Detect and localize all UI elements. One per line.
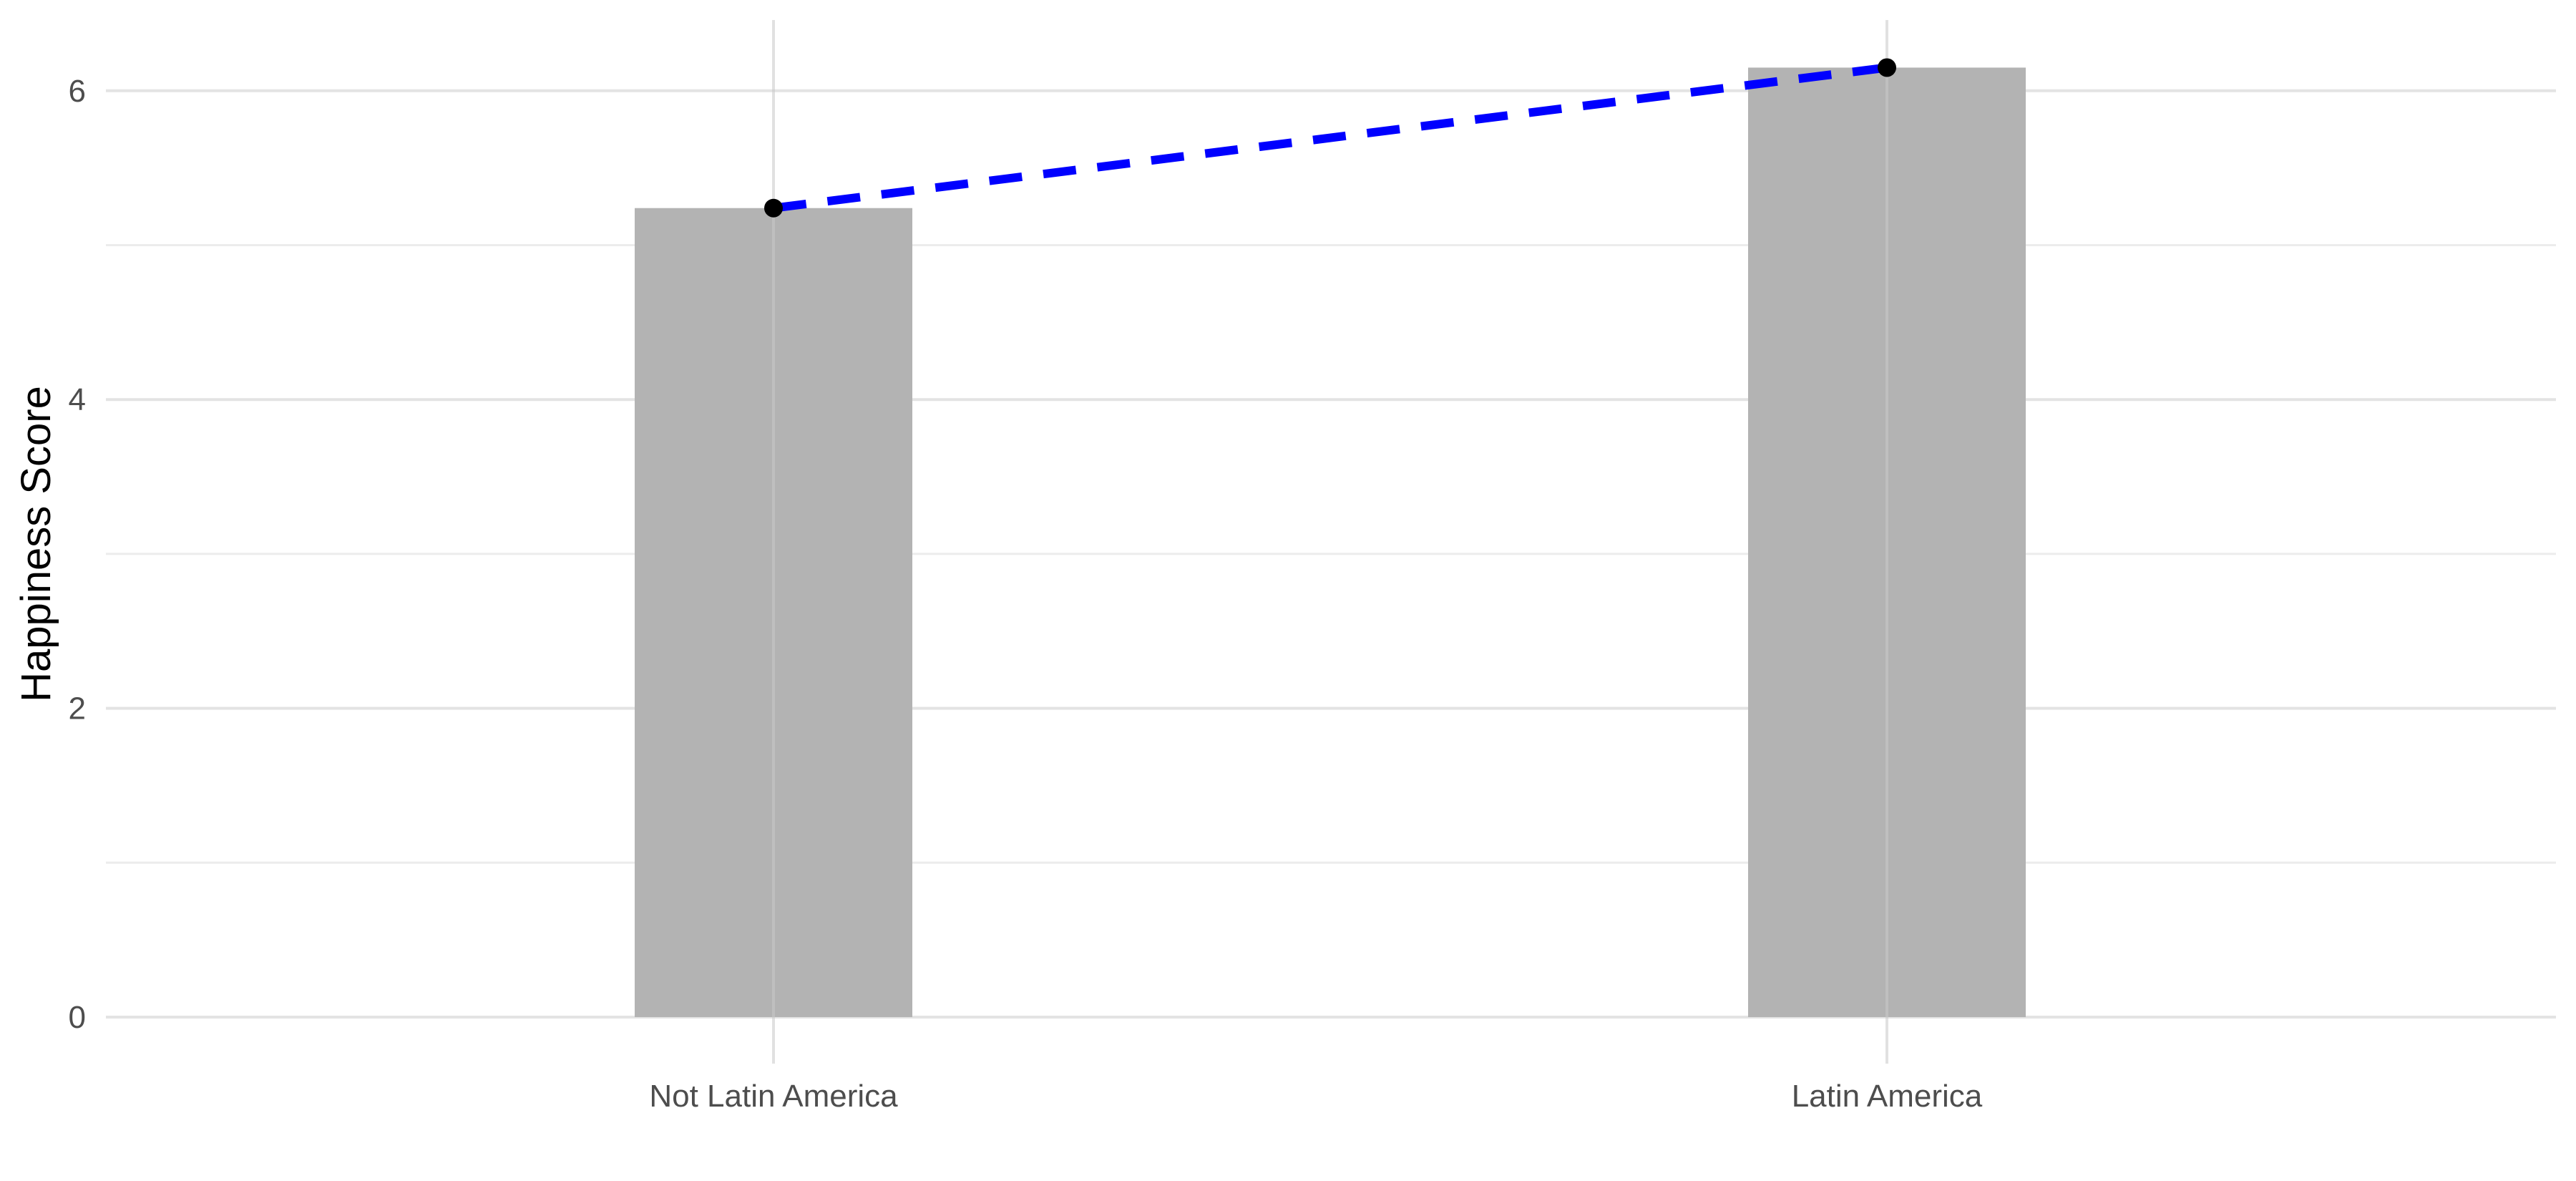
x-tick-labels: Not Latin America Latin America [649, 1079, 1982, 1114]
line-layer [773, 63, 1888, 213]
grid-layer [106, 89, 2556, 1019]
x-grid-layer [772, 20, 1888, 1064]
y-axis-title: Happiness Score [13, 386, 59, 702]
y-tick-label: 2 [69, 691, 86, 726]
x-tick-label: Latin America [1792, 1079, 1983, 1114]
x-tick-label: Not Latin America [649, 1079, 898, 1114]
data-point [1878, 58, 1896, 77]
y-tick-label: 0 [69, 1000, 86, 1035]
trend-line [773, 63, 1888, 213]
y-tick-label: 4 [69, 382, 86, 417]
bar-layer [635, 67, 2026, 1018]
point-layer [764, 58, 1896, 218]
data-point [764, 198, 783, 218]
y-tick-labels: 0 2 4 6 [69, 74, 86, 1035]
y-tick-label: 6 [69, 74, 86, 109]
